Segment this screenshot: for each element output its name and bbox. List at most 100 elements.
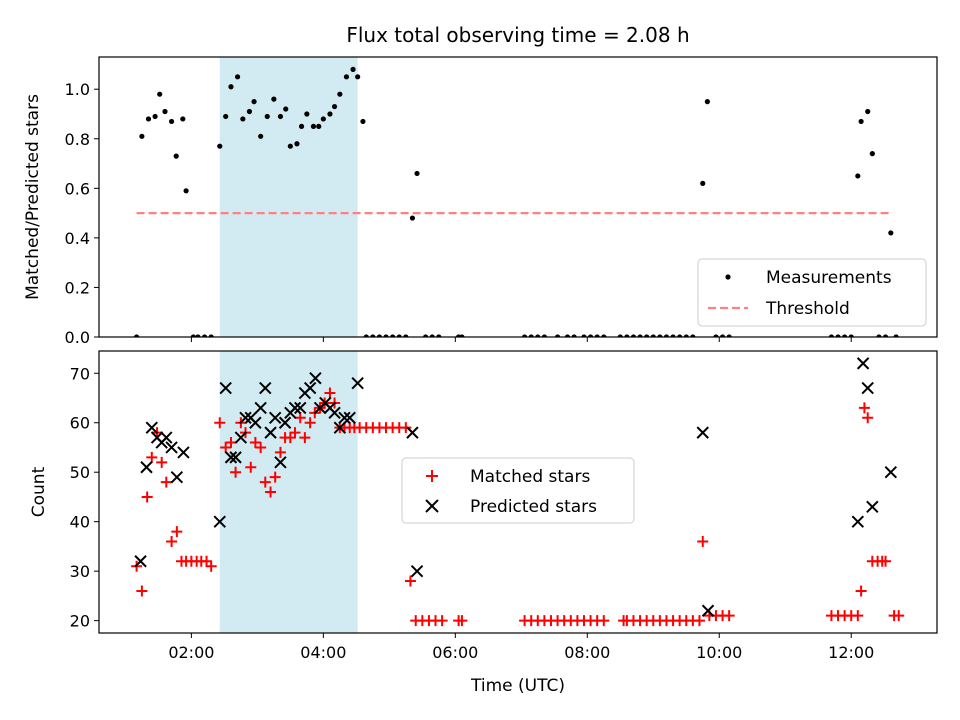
matched-star-point (289, 427, 301, 439)
bottom-y-tick-label: 40 (70, 513, 90, 532)
top-shaded-interval (219, 57, 358, 337)
measurement-point (168, 118, 175, 125)
matched-star-point (693, 615, 705, 627)
predicted-star-point (856, 357, 870, 370)
legend-measurements-marker (725, 274, 731, 280)
predicted-star-point (170, 470, 184, 484)
predicted-star-point (249, 416, 262, 429)
measurement-point (828, 334, 835, 337)
top-y-tick-label: 0.6 (65, 179, 90, 198)
legend-predicted-label: Predicted stars (470, 497, 597, 517)
measurement-point (670, 334, 676, 337)
predicted-star-point (264, 426, 277, 439)
matched-star-point (255, 441, 267, 453)
predicted-star-point (861, 381, 874, 395)
measurement-point (459, 334, 465, 337)
bottom-y-tick-label: 30 (70, 562, 90, 581)
measurement-point (677, 334, 683, 337)
measurement-point (601, 334, 607, 337)
measurement-point (893, 334, 899, 337)
matched-star-point (893, 610, 905, 622)
measurement-point (436, 334, 442, 337)
predicted-star-point (224, 451, 238, 464)
measurement-point (360, 118, 366, 125)
measurement-point (337, 91, 343, 97)
matched-star-point (249, 437, 261, 449)
measurement-point (423, 334, 429, 337)
measurement-point (564, 334, 571, 337)
legend-matched-label: Matched stars (470, 467, 590, 487)
matched-star-point (160, 476, 172, 488)
measurement-point (234, 74, 241, 80)
matched-star-point (156, 456, 168, 468)
measurement-point (630, 334, 637, 337)
measurement-point (217, 143, 223, 149)
top-legend: Measurements Threshold (697, 258, 927, 327)
matched-star-point (456, 615, 468, 627)
legend-predicted-marker (425, 499, 439, 513)
measurement-point (663, 334, 670, 337)
measurement-point (173, 153, 179, 159)
measurement-point (180, 116, 186, 122)
measurement-point (145, 116, 152, 122)
bottom-legend: Matched stars Predicted stars (401, 457, 635, 524)
measurement-point (298, 123, 305, 129)
measurement-point (162, 108, 168, 115)
measurement-point (350, 66, 356, 72)
measurement-point (223, 113, 229, 120)
matched-star-point (858, 402, 870, 414)
measurement-point (528, 334, 534, 337)
predicted-star-point (328, 406, 341, 420)
bottom-y-axis-label: Count (29, 466, 49, 517)
measurement-point (310, 123, 317, 129)
predicted-star-point (134, 555, 147, 568)
measurement-point (541, 334, 547, 337)
measurement-point (396, 334, 402, 337)
measurement-point (355, 74, 361, 80)
top-y-tick-label: 0.2 (65, 278, 90, 297)
predicted-star-point (145, 421, 158, 434)
legend-matched-marker (426, 470, 438, 482)
predicted-star-point (866, 500, 879, 514)
measurement-point (888, 230, 894, 236)
matched-star-point (299, 432, 311, 444)
matched-star-point (862, 412, 874, 424)
matched-star-point (404, 575, 416, 587)
x-axis-label: Time (UTC) (470, 676, 565, 696)
measurement-point (316, 123, 322, 129)
measurement-point (535, 334, 541, 337)
measurement-point (624, 334, 630, 337)
measurement-point (190, 334, 196, 337)
measurement-point (139, 133, 145, 139)
measurement-point (294, 141, 300, 147)
measurement-point (370, 334, 376, 337)
x-tick-label: 04:00 (300, 643, 346, 662)
matched-star-point (225, 437, 237, 449)
measurement-point (581, 334, 587, 337)
measurement-point (363, 334, 369, 337)
measurement-point (726, 334, 732, 337)
measurement-point (283, 106, 289, 112)
matched-star-point (294, 412, 306, 424)
top-axes-frame (98, 56, 938, 338)
measurement-point (865, 108, 871, 115)
predicted-star-point (165, 441, 178, 454)
matched-star-point (220, 441, 232, 453)
predicted-star-point (701, 604, 715, 617)
measurement-point (637, 334, 643, 337)
measurement-point (571, 334, 577, 337)
measurement-point (690, 334, 696, 337)
predicted-star-point (278, 416, 292, 429)
measurement-point (876, 334, 882, 337)
matched-star-point (723, 610, 735, 622)
matched-star-point (269, 471, 281, 483)
bottom-y-tick-label: 20 (70, 612, 90, 631)
matched-star-point (214, 417, 226, 429)
measurement-point (134, 334, 140, 337)
x-tick-label: 06:00 (432, 643, 478, 662)
bottom-shaded-interval (219, 351, 358, 633)
measurement-point (429, 334, 435, 337)
predicted-star-point (343, 411, 356, 424)
matched-star-point (136, 585, 148, 597)
measurement-point (201, 334, 208, 337)
